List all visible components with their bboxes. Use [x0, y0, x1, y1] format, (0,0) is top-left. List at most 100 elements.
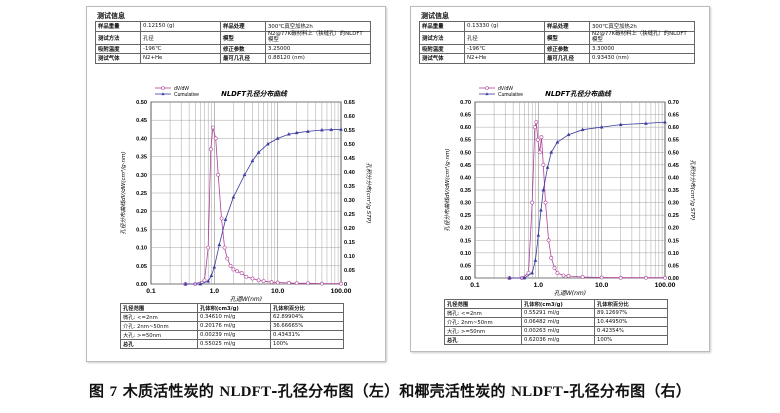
- y-tick-label: 0.45: [460, 163, 471, 169]
- data-point-dvdw: [250, 276, 255, 281]
- data-point-dvdw: [222, 245, 227, 250]
- pore-volume: 0.00239 ml/g: [197, 330, 271, 340]
- data-point-cumulative: [580, 127, 585, 132]
- x-tick-label: 10.0: [271, 288, 284, 295]
- data-point-cumulative: [286, 132, 291, 136]
- y-tick-label: 0.15: [136, 227, 147, 233]
- data-point-cumulative: [250, 158, 255, 163]
- y-tick-label: 0.10: [460, 251, 471, 257]
- caption-part: -孔径分布图（右）: [562, 382, 691, 400]
- y2-tick-label: 0.35: [668, 188, 679, 194]
- data-point-dvdw: [566, 274, 571, 278]
- info-key: 样品处理: [220, 21, 266, 32]
- y2-tick-label: 0.05: [344, 268, 355, 274]
- info-key: 模型: [544, 30, 590, 45]
- data-point-cumulative: [217, 242, 222, 247]
- test-info-header: 测试信息: [421, 12, 449, 20]
- x-tick-label: 10.0: [595, 282, 608, 289]
- info-key: 测试方法: [95, 30, 141, 45]
- info-value: -196℃: [464, 43, 545, 54]
- y2-tick-label: 0.60: [344, 114, 355, 120]
- info-key: 吸附温度: [419, 43, 465, 54]
- legend-marker: [161, 92, 165, 96]
- data-point-dvdw: [555, 271, 560, 275]
- legend-marker: [485, 92, 489, 96]
- pore-range: 介孔: 2nm~50nm: [120, 321, 198, 331]
- info-value: 0.93430 (nm): [589, 53, 695, 64]
- y-tick-label: 0.45: [136, 118, 147, 124]
- y-tick-label: 0.35: [460, 188, 471, 194]
- info-value: N2+He: [140, 53, 221, 64]
- x-tick-label: 0.1: [470, 282, 480, 289]
- legend-label: Cumulative: [498, 92, 523, 98]
- data-point-dvdw: [256, 278, 261, 283]
- data-point-dvdw: [546, 238, 551, 243]
- y-tick-label: 0.30: [136, 173, 147, 179]
- pore-percent: 0.42354%: [594, 326, 668, 336]
- pore-header: 孔体积百分比: [270, 303, 344, 313]
- data-point-cumulative: [618, 122, 623, 126]
- y-tick-label: 0.05: [136, 264, 147, 270]
- y2-tick-label: 0.25: [668, 213, 679, 219]
- data-point-dvdw: [294, 281, 299, 286]
- y2-tick-label: 0.20: [668, 226, 679, 232]
- data-point-cumulative: [223, 217, 228, 221]
- data-point-dvdw: [663, 275, 667, 280]
- y2-tick-label: 0.30: [668, 201, 679, 207]
- y-axis-label: 孔径分布曲线dV/dW(cm³/g·nm): [120, 151, 127, 234]
- data-point-dvdw: [535, 137, 540, 142]
- y2-tick-label: 0.10: [668, 251, 679, 257]
- y2-tick-label: 0.65: [668, 113, 679, 119]
- figure-caption: 图 7 木质活性炭的 NLDFT-孔径分布图（左）和椰壳活性炭的 NLDFT-孔…: [0, 380, 780, 401]
- info-key: 样品重量: [95, 21, 141, 32]
- data-point-dvdw: [219, 216, 224, 221]
- caption-figure-number: 7: [109, 384, 118, 400]
- y-tick-label: 0.00: [136, 282, 147, 288]
- legend-label: Cumulative: [174, 92, 199, 98]
- x-tick-label: 0.1: [146, 288, 156, 295]
- y-tick-label: 0.15: [460, 238, 471, 244]
- info-value: -196℃: [140, 43, 221, 54]
- y2-axis-label: 孔积分分布(cm³/g STP): [689, 160, 696, 221]
- y2-tick-label: 0.00: [668, 276, 679, 282]
- y2-tick-label: 0.45: [344, 156, 355, 162]
- y-tick-label: 0.55: [460, 138, 471, 144]
- pore-distribution-chart: 0.00 0.05 0.10 0.15 0.20 0.25 0.30 0.35 0.40 0.45…: [444, 86, 696, 296]
- pore-range: 总孔: [444, 335, 522, 345]
- data-point-dvdw: [541, 162, 546, 167]
- info-key: 测试气体: [419, 53, 465, 64]
- chart-title: NLDFT孔径分布曲线: [221, 90, 288, 98]
- data-point-dvdw: [549, 255, 554, 260]
- data-point-cumulative: [530, 270, 535, 275]
- y-tick-label: 0.20: [136, 209, 147, 215]
- data-point-cumulative: [275, 136, 280, 140]
- y2-tick-label: 0: [344, 282, 347, 288]
- y-tick-label: 0.25: [460, 213, 471, 219]
- y-tick-label: 0.20: [460, 226, 471, 232]
- data-point-dvdw: [552, 266, 557, 270]
- data-point-dvdw: [225, 256, 230, 261]
- y2-tick-label: 0.15: [668, 238, 679, 244]
- data-point-dvdw: [532, 125, 537, 130]
- x-tick-label: 100.00: [331, 288, 352, 295]
- pore-volume: 0.55291 ml/g: [521, 308, 595, 318]
- info-key: 样品重量: [419, 21, 465, 32]
- pore-percent: 10.44950%: [594, 317, 668, 327]
- data-point-dvdw: [339, 281, 343, 286]
- y-tick-label: 0.10: [136, 246, 147, 252]
- pore-range: 微孔: <=2nm: [444, 308, 522, 318]
- y2-tick-label: 0.15: [344, 240, 355, 246]
- y2-tick-label: 0.55: [668, 138, 679, 144]
- info-key: 样品处理: [544, 21, 590, 32]
- caption-method: NLDFT: [219, 384, 272, 400]
- y2-tick-label: 0.05: [668, 263, 679, 269]
- data-point-dvdw: [644, 275, 648, 280]
- data-point-cumulative: [206, 279, 211, 283]
- pore-volume: 0.34610 ml/g: [197, 312, 271, 322]
- y-tick-label: 0.05: [460, 263, 471, 269]
- y2-tick-label: 0.60: [668, 125, 679, 131]
- y-tick-label: 0.50: [136, 100, 147, 106]
- legend-label: dV/dW: [174, 86, 189, 92]
- pore-header: 孔径范围: [444, 299, 522, 309]
- data-point-dvdw: [239, 271, 244, 275]
